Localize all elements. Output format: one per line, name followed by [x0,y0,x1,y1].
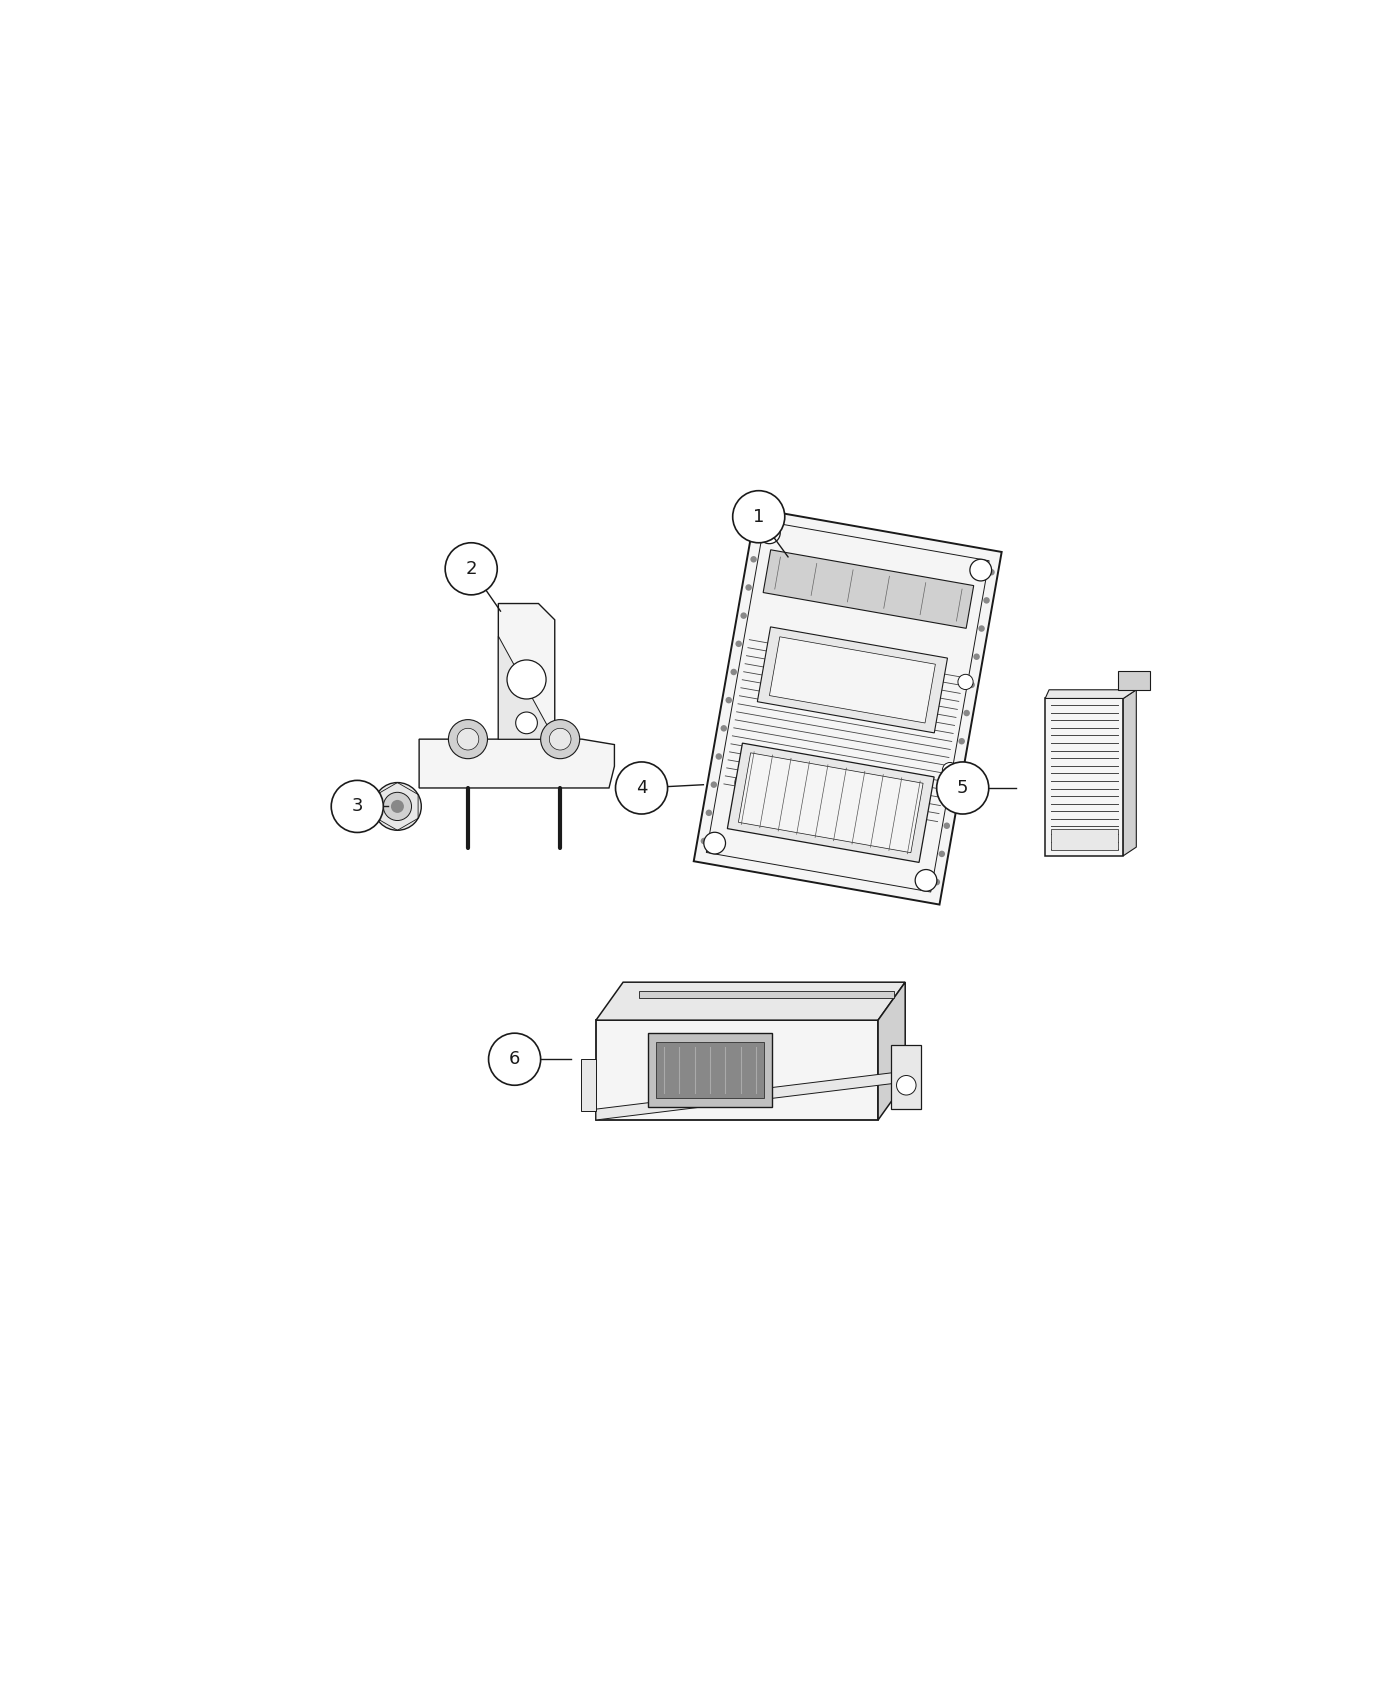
Circle shape [735,641,742,648]
Circle shape [456,728,479,750]
Circle shape [944,823,951,830]
Circle shape [948,794,955,801]
Circle shape [735,774,755,792]
Text: 6: 6 [510,1051,521,1068]
Polygon shape [640,991,895,998]
Circle shape [549,728,571,750]
Circle shape [507,660,546,699]
Polygon shape [770,638,935,722]
Circle shape [896,1076,916,1095]
Circle shape [391,801,405,813]
Circle shape [704,833,725,853]
Circle shape [988,570,995,576]
Circle shape [916,869,937,891]
Text: 5: 5 [958,779,969,797]
Polygon shape [694,508,1001,904]
Circle shape [759,522,780,544]
Circle shape [970,559,991,581]
Circle shape [755,529,762,534]
Polygon shape [648,1034,773,1107]
Circle shape [959,738,965,745]
Text: 1: 1 [753,508,764,525]
Circle shape [963,711,970,716]
Circle shape [750,556,757,563]
Circle shape [937,762,988,814]
Circle shape [942,763,958,777]
Polygon shape [1123,690,1137,855]
Circle shape [979,626,984,632]
Polygon shape [1117,672,1151,690]
Polygon shape [498,636,554,740]
Circle shape [934,879,941,886]
Polygon shape [707,522,988,892]
Circle shape [958,675,973,690]
Polygon shape [1050,828,1117,850]
Polygon shape [498,604,554,740]
Polygon shape [728,743,934,862]
Polygon shape [596,983,906,1020]
Circle shape [953,767,960,772]
Polygon shape [763,549,974,629]
Polygon shape [892,1046,921,1108]
Circle shape [983,597,990,603]
Circle shape [725,697,732,704]
Circle shape [721,726,727,731]
Circle shape [969,682,974,688]
Polygon shape [657,1042,763,1098]
Circle shape [731,668,736,675]
Text: 4: 4 [636,779,647,797]
Circle shape [973,653,980,660]
Circle shape [727,765,762,801]
Circle shape [489,1034,540,1085]
Circle shape [732,491,785,542]
Circle shape [938,850,945,857]
Circle shape [700,838,707,845]
Circle shape [332,780,384,833]
Circle shape [711,782,717,787]
Circle shape [448,719,487,758]
Polygon shape [596,1020,878,1120]
Circle shape [706,809,713,816]
Polygon shape [581,1059,596,1112]
Circle shape [445,542,497,595]
Circle shape [745,585,752,590]
Circle shape [384,792,412,821]
Circle shape [715,753,722,760]
Text: 3: 3 [351,797,363,816]
Circle shape [741,612,748,619]
Circle shape [540,719,580,758]
Text: 2: 2 [465,559,477,578]
Polygon shape [1046,699,1123,855]
Circle shape [374,782,421,830]
Polygon shape [878,983,906,1120]
Polygon shape [757,627,948,733]
Circle shape [616,762,668,814]
Polygon shape [1046,690,1137,699]
Polygon shape [738,753,923,853]
Polygon shape [419,740,615,789]
Polygon shape [596,1071,906,1120]
Circle shape [515,712,538,734]
